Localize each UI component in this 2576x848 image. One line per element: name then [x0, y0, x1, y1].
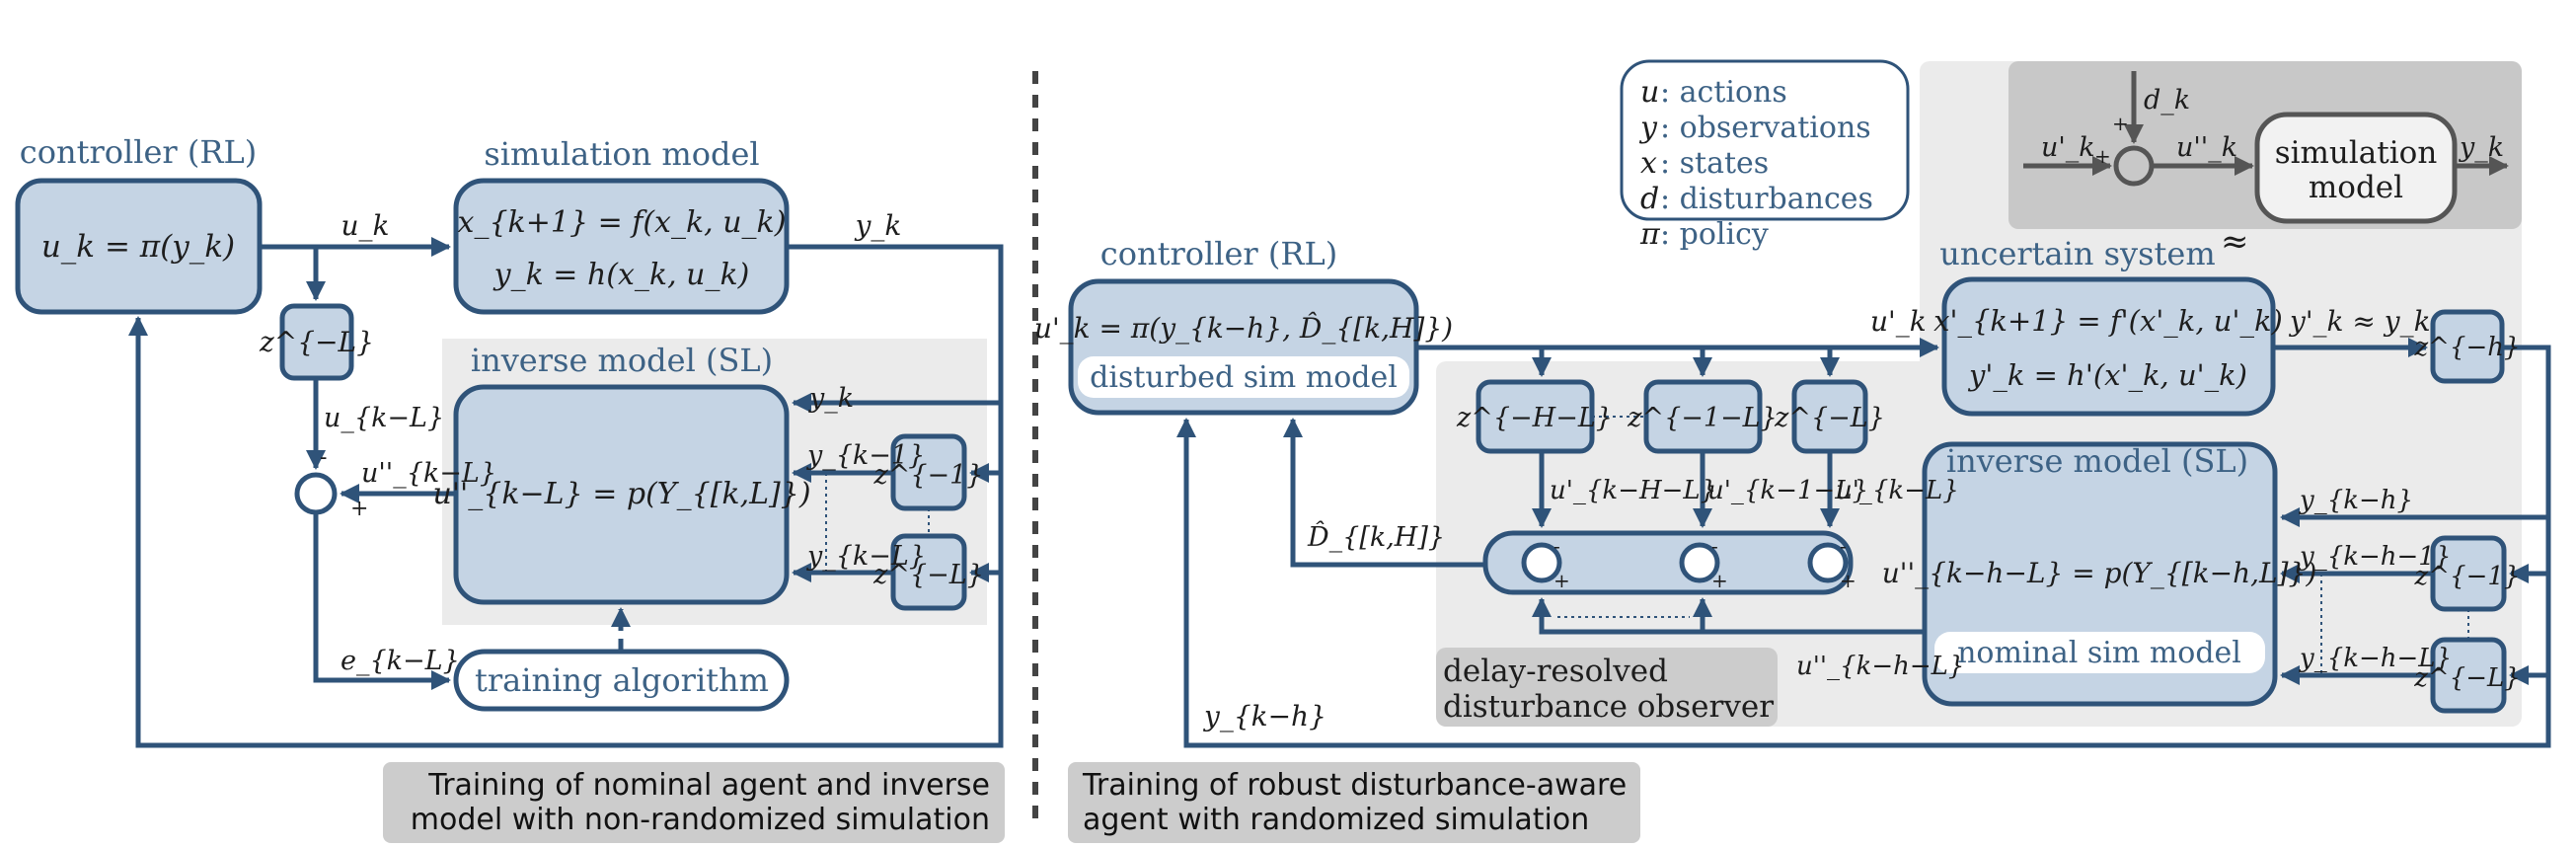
right-signal-ykh-1: y_{k−h−1}: [2299, 542, 2451, 572]
left-signal-upp: u''_{k−L}: [361, 458, 496, 489]
obs-plus-3: +: [1840, 569, 1856, 592]
legend-sym-u: u: [1640, 75, 1659, 110]
inset-plus-top: +: [2112, 112, 2129, 135]
right-caption-box: [1068, 762, 1640, 843]
right-signal-u-HL: u'_{k−H−L}: [1550, 476, 1716, 505]
obs-plus-2: +: [1711, 569, 1728, 592]
right-delay-1L-label: z^{−1−L}: [1627, 403, 1778, 433]
inset-plus-left: +: [2094, 144, 2111, 168]
legend-sym-pi: π: [1639, 217, 1661, 252]
left-controller-equation: u_k = π(y_k): [41, 229, 235, 265]
right-controller-title: controller (RL): [1100, 235, 1337, 272]
left-delay-L-lower-label: z^{−L}: [872, 560, 984, 590]
right-caption-line-2: agent with randomized simulation: [1083, 803, 1589, 837]
observer-label-line-2: disturbance observer: [1443, 689, 1774, 725]
left-training-label: training algorithm: [475, 661, 769, 699]
nominal-label-bg: [1934, 632, 2265, 673]
obs-plus-1: +: [1553, 569, 1570, 592]
left-delay-L-label: z^{−L}: [259, 326, 374, 358]
inset-yk: y_k: [2459, 132, 2504, 163]
left-caption-line-1: Training of nominal agent and inverse: [427, 768, 990, 803]
left-plus-sign: +: [350, 497, 368, 521]
left-signal-uk-L: u_{k−L}: [324, 403, 444, 433]
right-signal-Dhat: D̂_{[k,H]}: [1307, 520, 1445, 553]
left-caption-line-2: model with non-randomized simulation: [411, 803, 990, 837]
obs-minus-1: -: [1553, 534, 1560, 558]
right-signal-uk: u'_k: [1870, 305, 1927, 338]
left-inverse-title: inverse model (SL): [471, 342, 773, 379]
inset-uk: u'_k: [2041, 132, 2095, 163]
summing-junction: [294, 472, 338, 515]
right-signal-yk-approx: y'_k ≈ y_k: [2288, 305, 2431, 338]
left-sim-equation-1: x_{k+1} = f(x_k, u_k): [458, 205, 787, 240]
left-sim-equation-2: y_k = h(x_k, u_k): [492, 258, 750, 292]
observer-junction-3: [1807, 542, 1849, 583]
observer-label-line-1: delay-resolved: [1443, 654, 1668, 689]
left-caption-box: [383, 762, 1005, 843]
right-controller-equation: u'_k = π(y_{k−h}, D̂_{[k,H]}): [1034, 312, 1453, 345]
legend-desc-x: : states: [1660, 146, 1769, 181]
right-inverse-title: inverse model (SL): [1946, 442, 2248, 480]
left-signal-yk-out: y_k: [854, 209, 902, 242]
disturbed-sim-label-bg: [1078, 356, 1409, 398]
right-delay-L-label: z^{−L}: [1774, 403, 1885, 433]
left-signal-yk: y_k: [808, 383, 854, 414]
legend-sym-d: d: [1640, 182, 1659, 216]
right-signal-ykh: y_{k−h}: [2299, 486, 2413, 515]
left-minus-sign: -: [320, 445, 327, 470]
legend-box: [1620, 59, 1910, 221]
left-signal-ek-L: e_{k−L}: [341, 646, 460, 676]
right-signal-u-L: u'_{k−L}: [1836, 476, 1959, 505]
observer-junction-2: [1679, 542, 1720, 583]
right-delay-HL-label: z^{−H−L}: [1456, 403, 1613, 433]
observer-label-box: [1436, 648, 1778, 727]
obs-minus-3: -: [1840, 534, 1847, 558]
left-signal-yk-L: y_{k−L}: [806, 541, 926, 572]
right-signal-upp: u''_{k−h−L}: [1796, 652, 1964, 681]
left-sim-title: simulation model: [484, 135, 759, 173]
disturbed-sim-label: disturbed sim model: [1090, 360, 1398, 395]
legend-desc-u: : actions: [1660, 75, 1787, 110]
simulation-model-block: [453, 178, 790, 315]
uncertain-system-block: [1941, 276, 2276, 417]
obs-minus-2: -: [1711, 534, 1718, 558]
right-delay-1-label: z^{−1}: [2414, 562, 2521, 591]
uncertain-equation-2: y'_k = h'(x'_k, u'_k): [1967, 358, 2247, 393]
left-inverse-equation: u''_{k−L} = p(Y_{[k,L]}): [432, 477, 810, 511]
uncertain-title: uncertain system: [1939, 235, 2215, 272]
nominal-sim-label: nominal sim model: [1957, 636, 2241, 670]
right-caption-line-1: Training of robust disturbance-aware: [1082, 768, 1627, 803]
right-delay-L2-label: z^{−L}: [2413, 663, 2521, 693]
right-delay-h-label: z^{−h}: [2413, 333, 2520, 362]
legend-desc-y: : observations: [1660, 111, 1871, 145]
right-inverse-equation: u''_{k−h−L} = p(Y_{[k−h,L]}): [1882, 557, 2317, 589]
inset-dk: d_k: [2144, 85, 2190, 116]
inset-sim-line-2: model: [2309, 170, 2403, 205]
legend-sym-y: y: [1638, 111, 1658, 145]
legend-sym-x: x: [1640, 146, 1657, 181]
left-signal-yk-1: y_{k−1}: [806, 440, 925, 471]
right-signal-u-1L: u'_{k−1−L}: [1707, 476, 1868, 505]
uncertain-equation-1: x'_{k+1} = f'(x'_k, u'_k): [1933, 304, 2283, 339]
right-signal-ykh-L: y_{k−h−L}: [2299, 644, 2452, 673]
left-controller-title: controller (RL): [20, 133, 257, 171]
inset-upp: u''_k: [2176, 132, 2237, 163]
inset-sim-line-1: simulation: [2275, 135, 2438, 171]
legend-desc-pi: : policy: [1660, 217, 1769, 252]
right-signal-ykh-bottom: y_{k−h}: [1202, 700, 1326, 732]
legend-desc-d: : disturbances: [1660, 182, 1873, 216]
left-delay-1-label: z^{−1}: [872, 460, 983, 491]
left-signal-uk: u_k: [341, 209, 390, 242]
observer-junction-1: [1521, 542, 1562, 583]
uncertain-approx: ≈: [2221, 222, 2249, 262]
